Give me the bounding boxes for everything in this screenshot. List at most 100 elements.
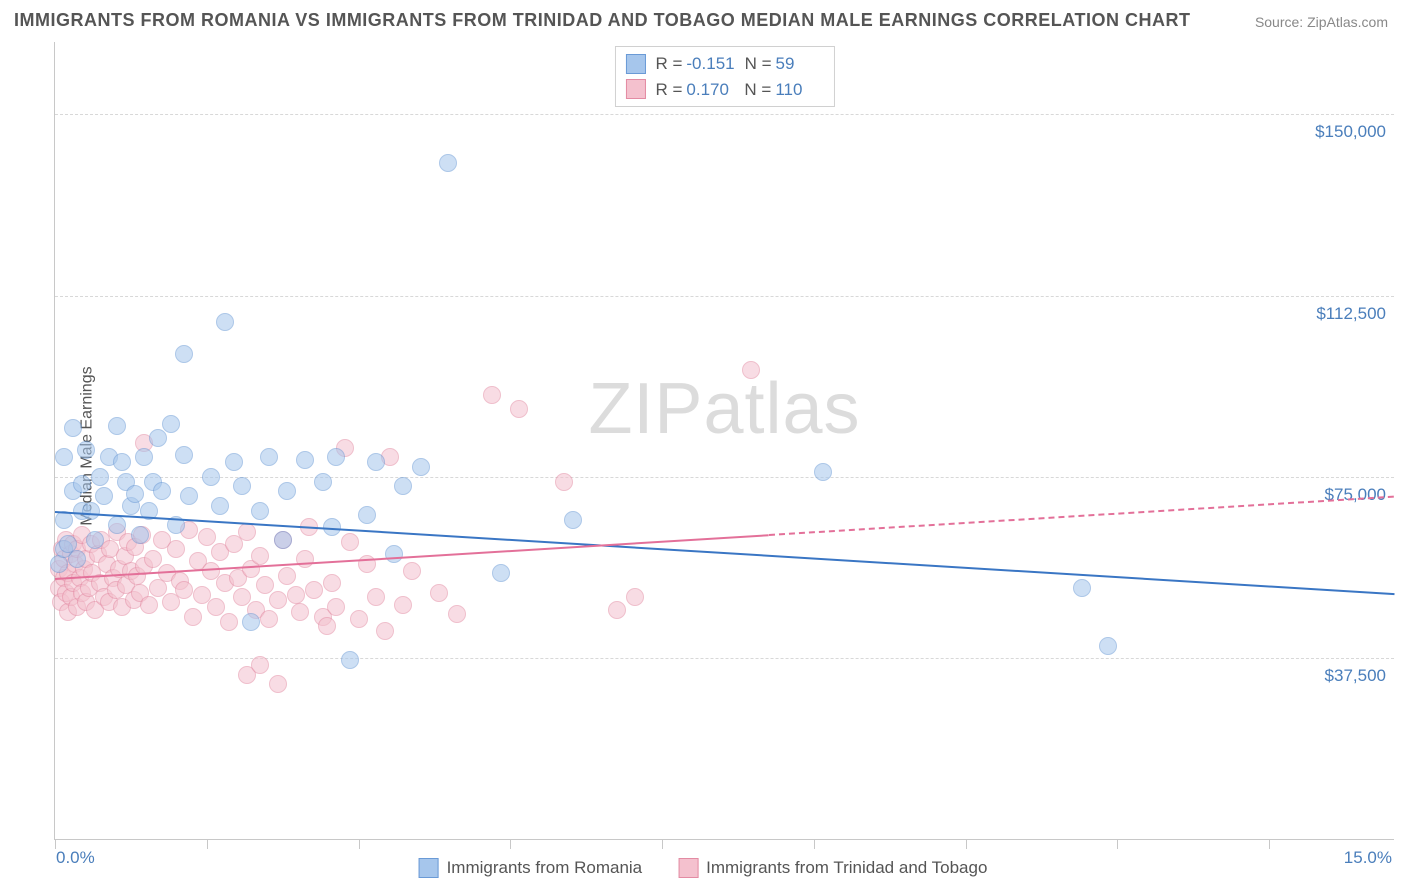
data-point bbox=[175, 345, 193, 363]
swatch-series-0 bbox=[419, 858, 439, 878]
data-point bbox=[207, 598, 225, 616]
data-point bbox=[225, 453, 243, 471]
data-point bbox=[394, 477, 412, 495]
data-point bbox=[358, 506, 376, 524]
legend-r-value-0: -0.151 bbox=[682, 51, 734, 77]
source-label: Source: ZipAtlas.com bbox=[1255, 14, 1388, 30]
data-point bbox=[220, 613, 238, 631]
x-tick bbox=[966, 839, 967, 849]
swatch-series-1 bbox=[678, 858, 698, 878]
x-tick bbox=[814, 839, 815, 849]
data-point bbox=[73, 475, 91, 493]
legend-stats-row: R =0.170 N =110 bbox=[625, 77, 823, 103]
data-point bbox=[1073, 579, 1091, 597]
swatch-series-0 bbox=[625, 54, 645, 74]
swatch-series-1 bbox=[625, 79, 645, 99]
data-point bbox=[251, 502, 269, 520]
legend-r-label: R =-0.151 bbox=[655, 51, 734, 77]
data-point bbox=[162, 415, 180, 433]
data-point bbox=[144, 550, 162, 568]
data-point bbox=[385, 545, 403, 563]
data-point bbox=[394, 596, 412, 614]
data-point bbox=[135, 448, 153, 466]
data-point bbox=[202, 468, 220, 486]
data-point bbox=[278, 567, 296, 585]
y-tick-label: $150,000 bbox=[1315, 122, 1386, 142]
legend-label-0: Immigrants from Romania bbox=[447, 858, 643, 878]
legend-r-label: R =0.170 bbox=[655, 77, 734, 103]
y-tick-label: $37,500 bbox=[1325, 666, 1386, 686]
data-point bbox=[126, 485, 144, 503]
data-point bbox=[278, 482, 296, 500]
data-point bbox=[367, 453, 385, 471]
data-point bbox=[175, 581, 193, 599]
data-point bbox=[175, 446, 193, 464]
data-point bbox=[742, 361, 760, 379]
data-point bbox=[77, 441, 95, 459]
data-point bbox=[108, 516, 126, 534]
data-point bbox=[350, 610, 368, 628]
data-point bbox=[287, 586, 305, 604]
data-point bbox=[251, 547, 269, 565]
data-point bbox=[1099, 637, 1117, 655]
legend-label-1: Immigrants from Trinidad and Tobago bbox=[706, 858, 987, 878]
data-point bbox=[448, 605, 466, 623]
data-point bbox=[140, 596, 158, 614]
data-point bbox=[483, 386, 501, 404]
gridline bbox=[55, 114, 1394, 115]
data-point bbox=[296, 451, 314, 469]
data-point bbox=[260, 448, 278, 466]
legend-r-value-1: 0.170 bbox=[682, 77, 734, 103]
data-point bbox=[238, 523, 256, 541]
data-point bbox=[269, 675, 287, 693]
gridline bbox=[55, 477, 1394, 478]
data-point bbox=[64, 419, 82, 437]
data-point bbox=[269, 591, 287, 609]
data-point bbox=[412, 458, 430, 476]
legend-n-label: N =110 bbox=[744, 77, 823, 103]
legend-stats: R =-0.151 N =59 R =0.170 N =110 bbox=[614, 46, 834, 107]
data-point bbox=[555, 473, 573, 491]
data-point bbox=[55, 448, 73, 466]
x-axis-max-label: 15.0% bbox=[1344, 848, 1392, 868]
data-point bbox=[564, 511, 582, 529]
data-point bbox=[341, 533, 359, 551]
data-point bbox=[198, 528, 216, 546]
legend-stats-row: R =-0.151 N =59 bbox=[625, 51, 823, 77]
data-point bbox=[376, 622, 394, 640]
data-point bbox=[149, 429, 167, 447]
data-point bbox=[95, 487, 113, 505]
data-point bbox=[318, 617, 336, 635]
data-point bbox=[626, 588, 644, 606]
data-point bbox=[251, 656, 269, 674]
legend-item-0: Immigrants from Romania bbox=[419, 858, 643, 878]
data-point bbox=[358, 555, 376, 573]
data-point bbox=[274, 531, 292, 549]
x-tick bbox=[510, 839, 511, 849]
data-point bbox=[291, 603, 309, 621]
data-point bbox=[131, 526, 149, 544]
legend-series: Immigrants from Romania Immigrants from … bbox=[419, 858, 988, 878]
data-point bbox=[305, 581, 323, 599]
data-point bbox=[167, 540, 185, 558]
data-point bbox=[260, 610, 278, 628]
data-point bbox=[91, 468, 109, 486]
x-tick bbox=[359, 839, 360, 849]
data-point bbox=[242, 613, 260, 631]
data-point bbox=[211, 497, 229, 515]
data-point bbox=[510, 400, 528, 418]
y-tick-label: $75,000 bbox=[1325, 485, 1386, 505]
data-point bbox=[327, 448, 345, 466]
data-point bbox=[814, 463, 832, 481]
x-tick bbox=[207, 839, 208, 849]
gridline bbox=[55, 296, 1394, 297]
x-tick bbox=[1117, 839, 1118, 849]
y-tick-label: $112,500 bbox=[1316, 304, 1386, 324]
watermark: ZIPatlas bbox=[588, 368, 860, 450]
legend-item-1: Immigrants from Trinidad and Tobago bbox=[678, 858, 987, 878]
data-point bbox=[430, 584, 448, 602]
watermark-bold: ZIP bbox=[588, 369, 703, 449]
x-tick bbox=[1269, 839, 1270, 849]
data-point bbox=[68, 550, 86, 568]
data-point bbox=[296, 550, 314, 568]
